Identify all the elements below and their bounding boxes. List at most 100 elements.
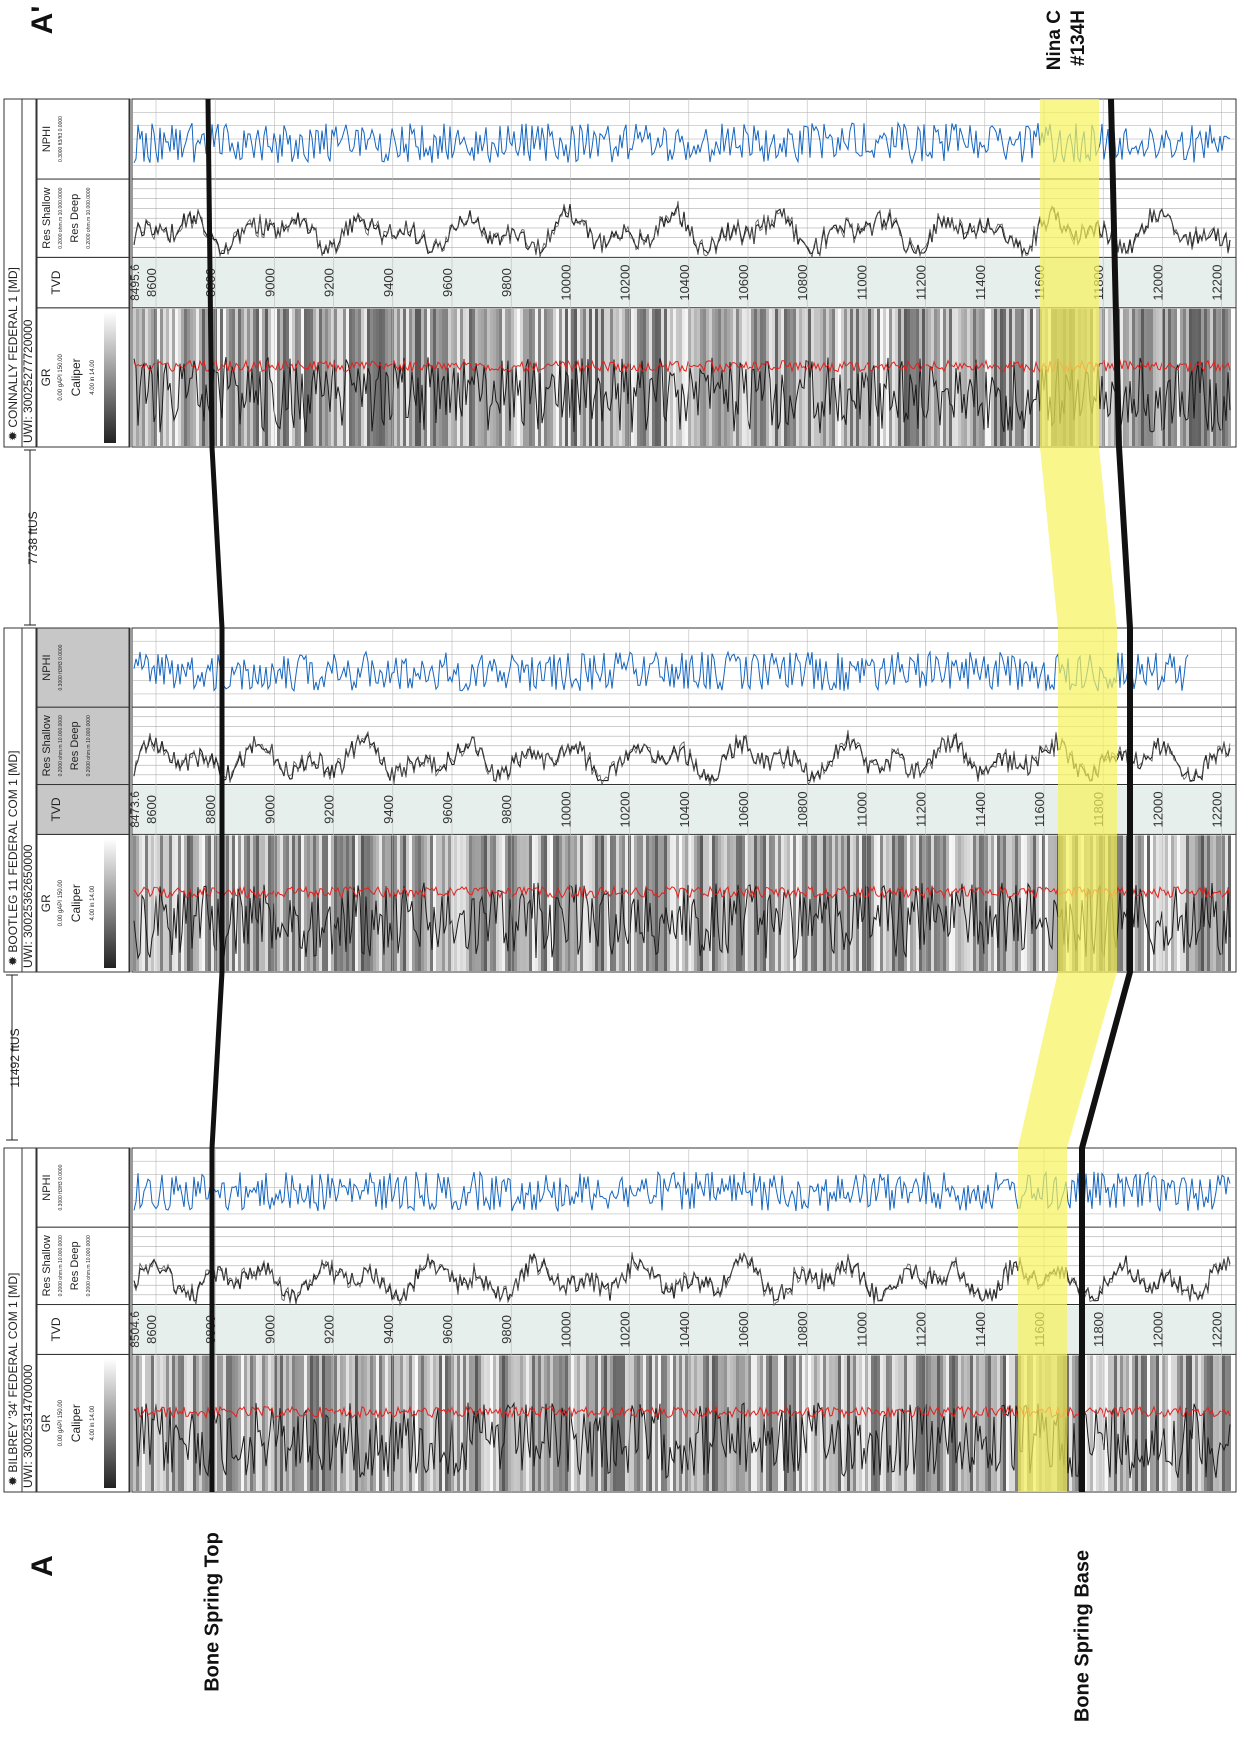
caliper-track-title: Caliper: [69, 884, 83, 922]
gr-shade-legend: [104, 311, 116, 443]
bone-spring-top-label: Bone Spring Top: [201, 1532, 223, 1692]
res-deep-title: Res Deep: [69, 1241, 81, 1290]
section-end-a: A: [26, 1555, 59, 1577]
depth-tick-label: 10800: [795, 1311, 810, 1347]
depth-tick-label: 9600: [440, 268, 455, 297]
depth-tick-label: 12200: [1210, 791, 1225, 827]
depth-tick-label: 10000: [558, 791, 573, 827]
depth-tick-label: 10600: [736, 791, 751, 827]
well-spacing-2: 7738 ftUS: [24, 449, 40, 626]
gr-curve: [133, 882, 1231, 960]
gr-shade-legend: [104, 1358, 116, 1488]
bone-spring-zone-fill: [1018, 99, 1117, 1492]
well-spacing-1: 11492 ftUS: [6, 974, 22, 1141]
tvd-track-title: TVD: [49, 797, 63, 821]
depth-tick-label: 9800: [499, 1315, 514, 1344]
depth-tick-label: 11000: [854, 265, 869, 300]
caliper-scale: 4.00 in 14.00: [90, 359, 96, 394]
nphi-curve: [133, 650, 1189, 693]
gr-scale: 0.00 gAPI 150.00: [58, 879, 64, 926]
depth-tick-label: 11200: [914, 792, 929, 827]
bone-spring-top-line: [205, 98, 225, 1492]
depth-tick-label: 9800: [499, 795, 514, 824]
nphi-track-title: NPHI: [41, 654, 53, 680]
depth-tick-label: 9800: [499, 268, 514, 297]
caliper-scale: 4.00 in 14.00: [90, 1405, 96, 1440]
depth-tick-label: 12200: [1210, 1311, 1225, 1347]
top-depth-label: 8504.6: [128, 1311, 142, 1348]
res-shallow-scale: 0.2000 ohm.m 10.000.0000: [58, 187, 64, 248]
depth-tick-label: 9200: [322, 1315, 337, 1344]
gr-shade-legend: [104, 838, 116, 968]
depth-tick-label: 10200: [618, 1311, 633, 1347]
well-name: ✹ CONNALLY FEDERAL 1 [MD]: [6, 267, 20, 441]
depth-tick-label: 10200: [618, 791, 633, 827]
well-uwi: UWI: 30025277720000: [21, 319, 35, 443]
res-deep-scale: 0.2000 ohm.m 10.000.0000: [86, 187, 92, 248]
depth-tick-label: 8600: [144, 1315, 159, 1344]
caliper-scale: 4.00 in 14.00: [90, 885, 96, 920]
res-shallow-title: Res Shallow: [41, 188, 53, 249]
spacing-label-2: 7738 ftUS: [26, 511, 40, 564]
res-shallow-scale: 0.2000 ohm.m 10.000.0000: [58, 715, 64, 776]
depth-tick-label: 11200: [914, 265, 929, 300]
res-deep-title: Res Deep: [69, 194, 81, 243]
tvd-track-title: TVD: [49, 1317, 63, 1341]
depth-tick-label: 11200: [914, 1312, 929, 1347]
correlation-lines: [205, 98, 1133, 1492]
tvd-track-title: TVD: [49, 270, 63, 294]
nphi-scale: 0.3000 ft3/ft3 0.0000: [58, 116, 64, 162]
depth-tick-label: 9400: [381, 795, 396, 824]
gr-scale: 0.00 gAPI 150.00: [58, 354, 64, 401]
depth-tick-label: 10600: [736, 1311, 751, 1347]
well-uwi: UWI: 30025314700000: [21, 1364, 35, 1488]
depth-tick-label: 11400: [973, 1312, 988, 1347]
depth-tick-label: 9600: [440, 1315, 455, 1344]
gr-track-title: GR: [39, 894, 53, 912]
depth-tick-label: 8600: [144, 795, 159, 824]
depth-tick-label: 11400: [973, 265, 988, 300]
depth-tick-label: 12200: [1210, 264, 1225, 300]
res-shallow-curve: [133, 729, 1231, 787]
res-deep-scale: 0.2000 ohm.m 10.000.0000: [86, 1235, 92, 1296]
depth-tick-label: 9600: [440, 795, 455, 824]
depth-tick-label: 10400: [677, 791, 692, 827]
depth-tick-label: 10600: [736, 264, 751, 300]
depth-tick-label: 11000: [854, 1312, 869, 1347]
depth-tick-label: 10800: [795, 264, 810, 300]
depth-tick-label: 9200: [322, 795, 337, 824]
well-panel-bootleg: ✹ BOOTLEG 11 FEDERAL COM 1 [MD] UWI: 3002…: [3, 627, 1237, 973]
depth-tick-label: 11800: [1091, 1312, 1106, 1347]
res-deep-curve: [133, 732, 1231, 783]
top-depth-label: 8473.6: [128, 791, 142, 828]
depth-tick-label: 9400: [381, 268, 396, 297]
gr-track-title: GR: [39, 1414, 53, 1432]
top-depth-label: 8495.6: [128, 264, 142, 301]
depth-tick-label: 9400: [381, 1315, 396, 1344]
res-shallow-scale: 0.2000 ohm.m 10.000.0000: [58, 1235, 64, 1296]
bone-spring-base-line: [1079, 98, 1133, 1492]
depth-tick-label: 9000: [262, 268, 277, 297]
depth-tick-label: 10000: [558, 1311, 573, 1347]
section-end-a-prime: A': [26, 6, 59, 35]
bone-spring-zone: [1018, 99, 1117, 1492]
depth-tick-label: 12000: [1150, 791, 1165, 827]
nphi-track-title: NPHI: [41, 1174, 53, 1200]
res-shallow-title: Res Shallow: [41, 1235, 53, 1296]
spacing-label-1: 11492 ftUS: [8, 1028, 22, 1087]
well-uwi: UWI: 30025362650000: [21, 844, 35, 968]
depth-tick-label: 10400: [677, 264, 692, 300]
nphi-scale: 0.3000 ft3/ft3 0.0000: [58, 644, 64, 690]
depth-tick-label: 9000: [262, 1315, 277, 1344]
depth-tick-label: 10200: [618, 264, 633, 300]
depth-tick-label: 10800: [795, 791, 810, 827]
depth-tick-label: 8800: [203, 795, 218, 824]
depth-tick-label: 9200: [322, 268, 337, 297]
depth-tick-label: 10000: [558, 264, 573, 300]
depth-tick-label: 12000: [1150, 1311, 1165, 1347]
res-shallow-title: Res Shallow: [41, 715, 53, 776]
depth-tick-label: 8600: [144, 268, 159, 297]
caliper-track-title: Caliper: [69, 1404, 83, 1442]
depth-tick-label: 11000: [854, 792, 869, 827]
